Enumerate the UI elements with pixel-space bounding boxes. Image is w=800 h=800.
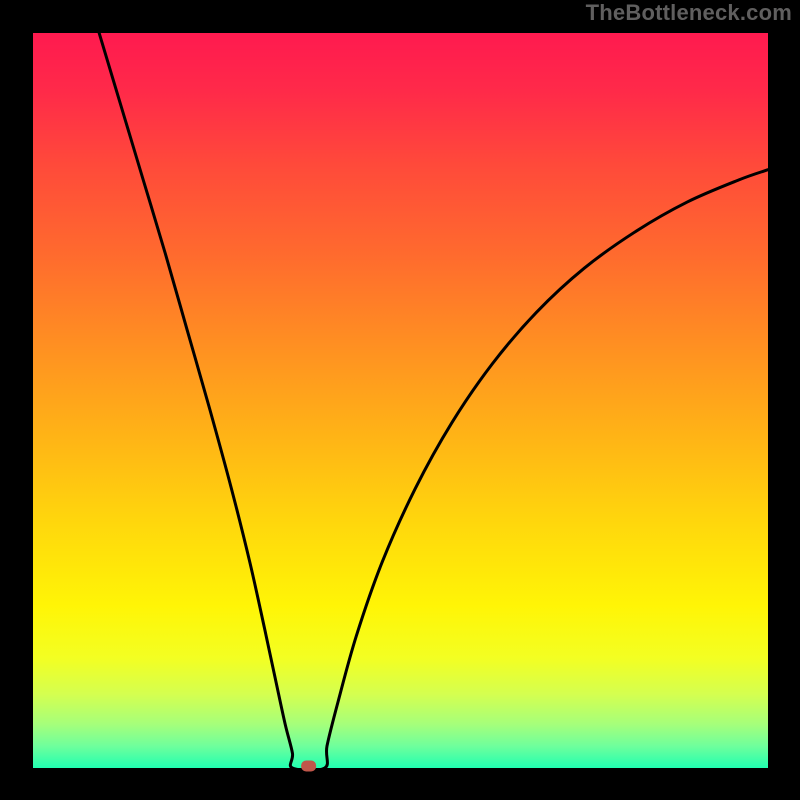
chart-svg [0,0,800,800]
watermark-text: TheBottleneck.com [586,0,792,26]
min-marker [301,761,316,772]
gradient-background [33,33,768,768]
chart-frame: TheBottleneck.com [0,0,800,800]
